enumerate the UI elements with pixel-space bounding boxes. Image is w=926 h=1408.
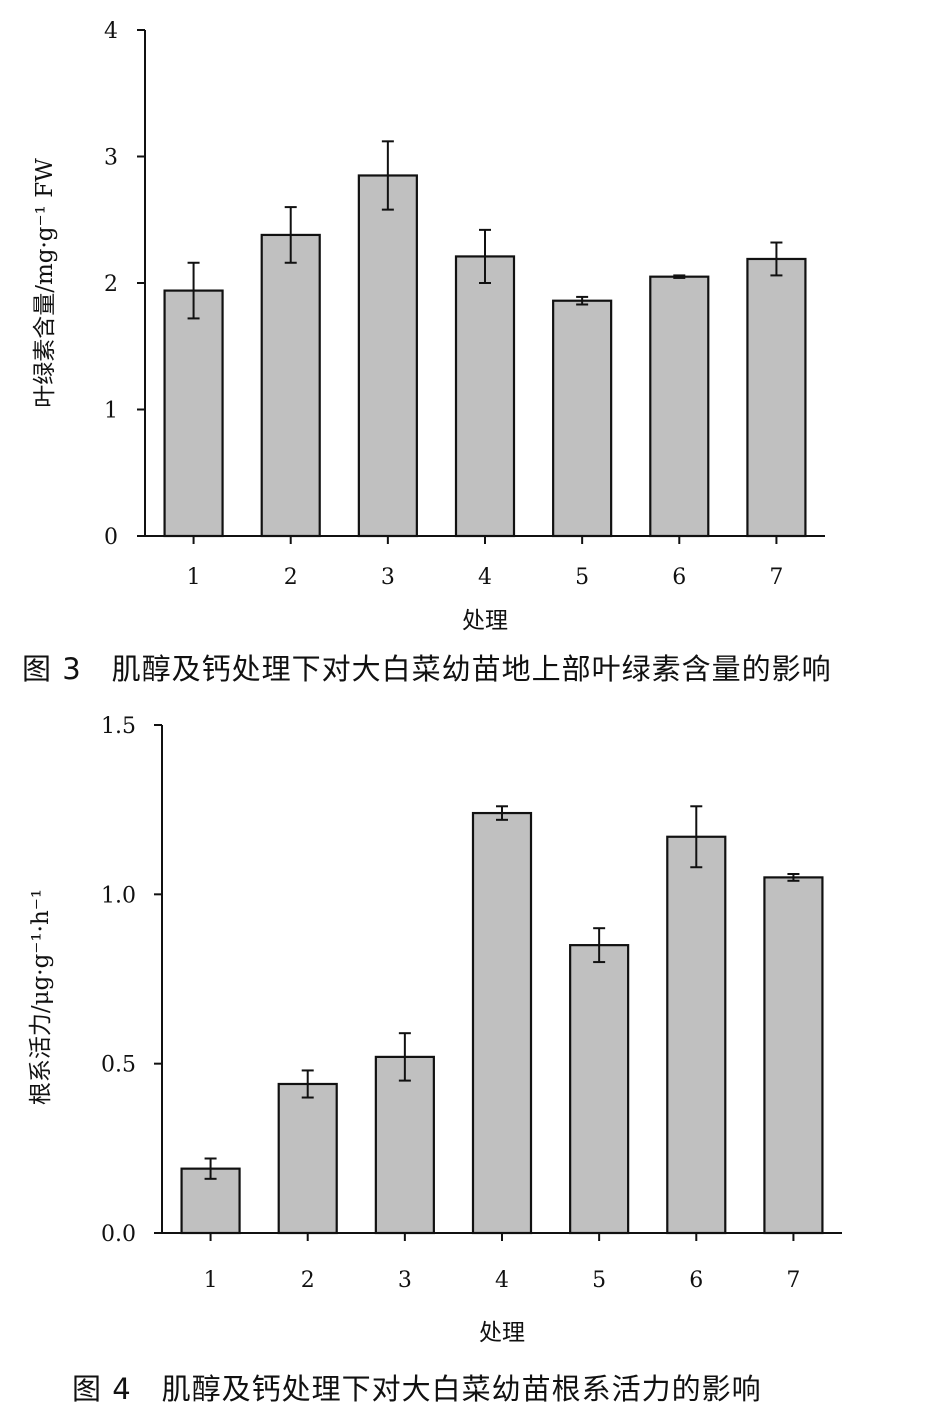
caption-text: 肌醇及钙处理下对大白菜幼苗根系活力的影响: [161, 1372, 762, 1406]
bar: [746, 257, 807, 538]
bar: [763, 876, 824, 1235]
bar: [471, 811, 533, 1235]
x-tick-label: 6: [689, 1268, 703, 1293]
x-axis-title: 处理: [479, 1320, 525, 1346]
x-axis-title: 处理: [462, 608, 508, 634]
caption-number: 图 3: [22, 652, 82, 686]
y-tick-label: 0.5: [101, 1053, 136, 1078]
x-tick-label: 5: [575, 565, 589, 590]
x-tick-label: 1: [187, 565, 201, 590]
x-tick-label: 2: [301, 1268, 315, 1293]
bar: [163, 289, 224, 538]
figure-caption-3: 图 3 肌醇及钙处理下对大白菜幼苗地上部叶绿素含量的影响: [22, 646, 926, 688]
caption-number: 图 4: [72, 1372, 132, 1406]
chart-root-activity: 0.0 0.5 1.0 1.5 1 2 3 4 5 6 7 处理 根系活力/μg·g⁻¹·h⁻¹: [28, 714, 842, 1346]
y-tick-label: 2: [104, 272, 118, 297]
y-tick-label: 1.0: [101, 883, 136, 908]
y-tick-label: 0.0: [101, 1222, 136, 1247]
bar: [277, 1082, 338, 1235]
x-tick-label: 7: [769, 565, 783, 590]
y-tick-label: 0: [104, 525, 118, 550]
chart-chlorophyll: 0 1 2 3 4 1 2 3 4 5 6 7 处理 叶绿素含量/mg·g⁻¹ FW: [32, 19, 825, 634]
x-tick-label: 2: [284, 565, 298, 590]
y-tick-label: 1.5: [101, 714, 136, 739]
y-axis-title: 根系活力/μg·g⁻¹·h⁻¹: [28, 889, 54, 1105]
x-tick-label: 1: [204, 1268, 218, 1293]
x-tick-label: 3: [398, 1268, 412, 1293]
y-axis-title: 叶绿素含量/mg·g⁻¹ FW: [32, 158, 58, 408]
bar: [666, 835, 727, 1235]
bar: [649, 275, 710, 538]
caption-text: 肌醇及钙处理下对大白菜幼苗地上部叶绿素含量的影响: [111, 652, 832, 686]
bar: [357, 174, 418, 538]
bar: [569, 944, 630, 1235]
x-tick-label: 7: [786, 1268, 800, 1293]
bar: [454, 255, 516, 538]
bar: [552, 299, 613, 538]
y-tick-label: 4: [104, 19, 118, 44]
x-tick-label: 5: [592, 1268, 606, 1293]
figure-caption-4: 图 4 肌醇及钙处理下对大白菜幼苗根系活力的影响: [72, 1366, 926, 1408]
y-tick-label: 3: [104, 146, 118, 171]
y-tick-label: 1: [104, 399, 118, 424]
x-tick-label: 3: [381, 565, 395, 590]
bar: [260, 233, 321, 538]
x-tick-label: 4: [495, 1268, 509, 1293]
x-tick-label: 4: [478, 565, 492, 590]
bar: [374, 1055, 435, 1235]
x-tick-label: 6: [672, 565, 686, 590]
